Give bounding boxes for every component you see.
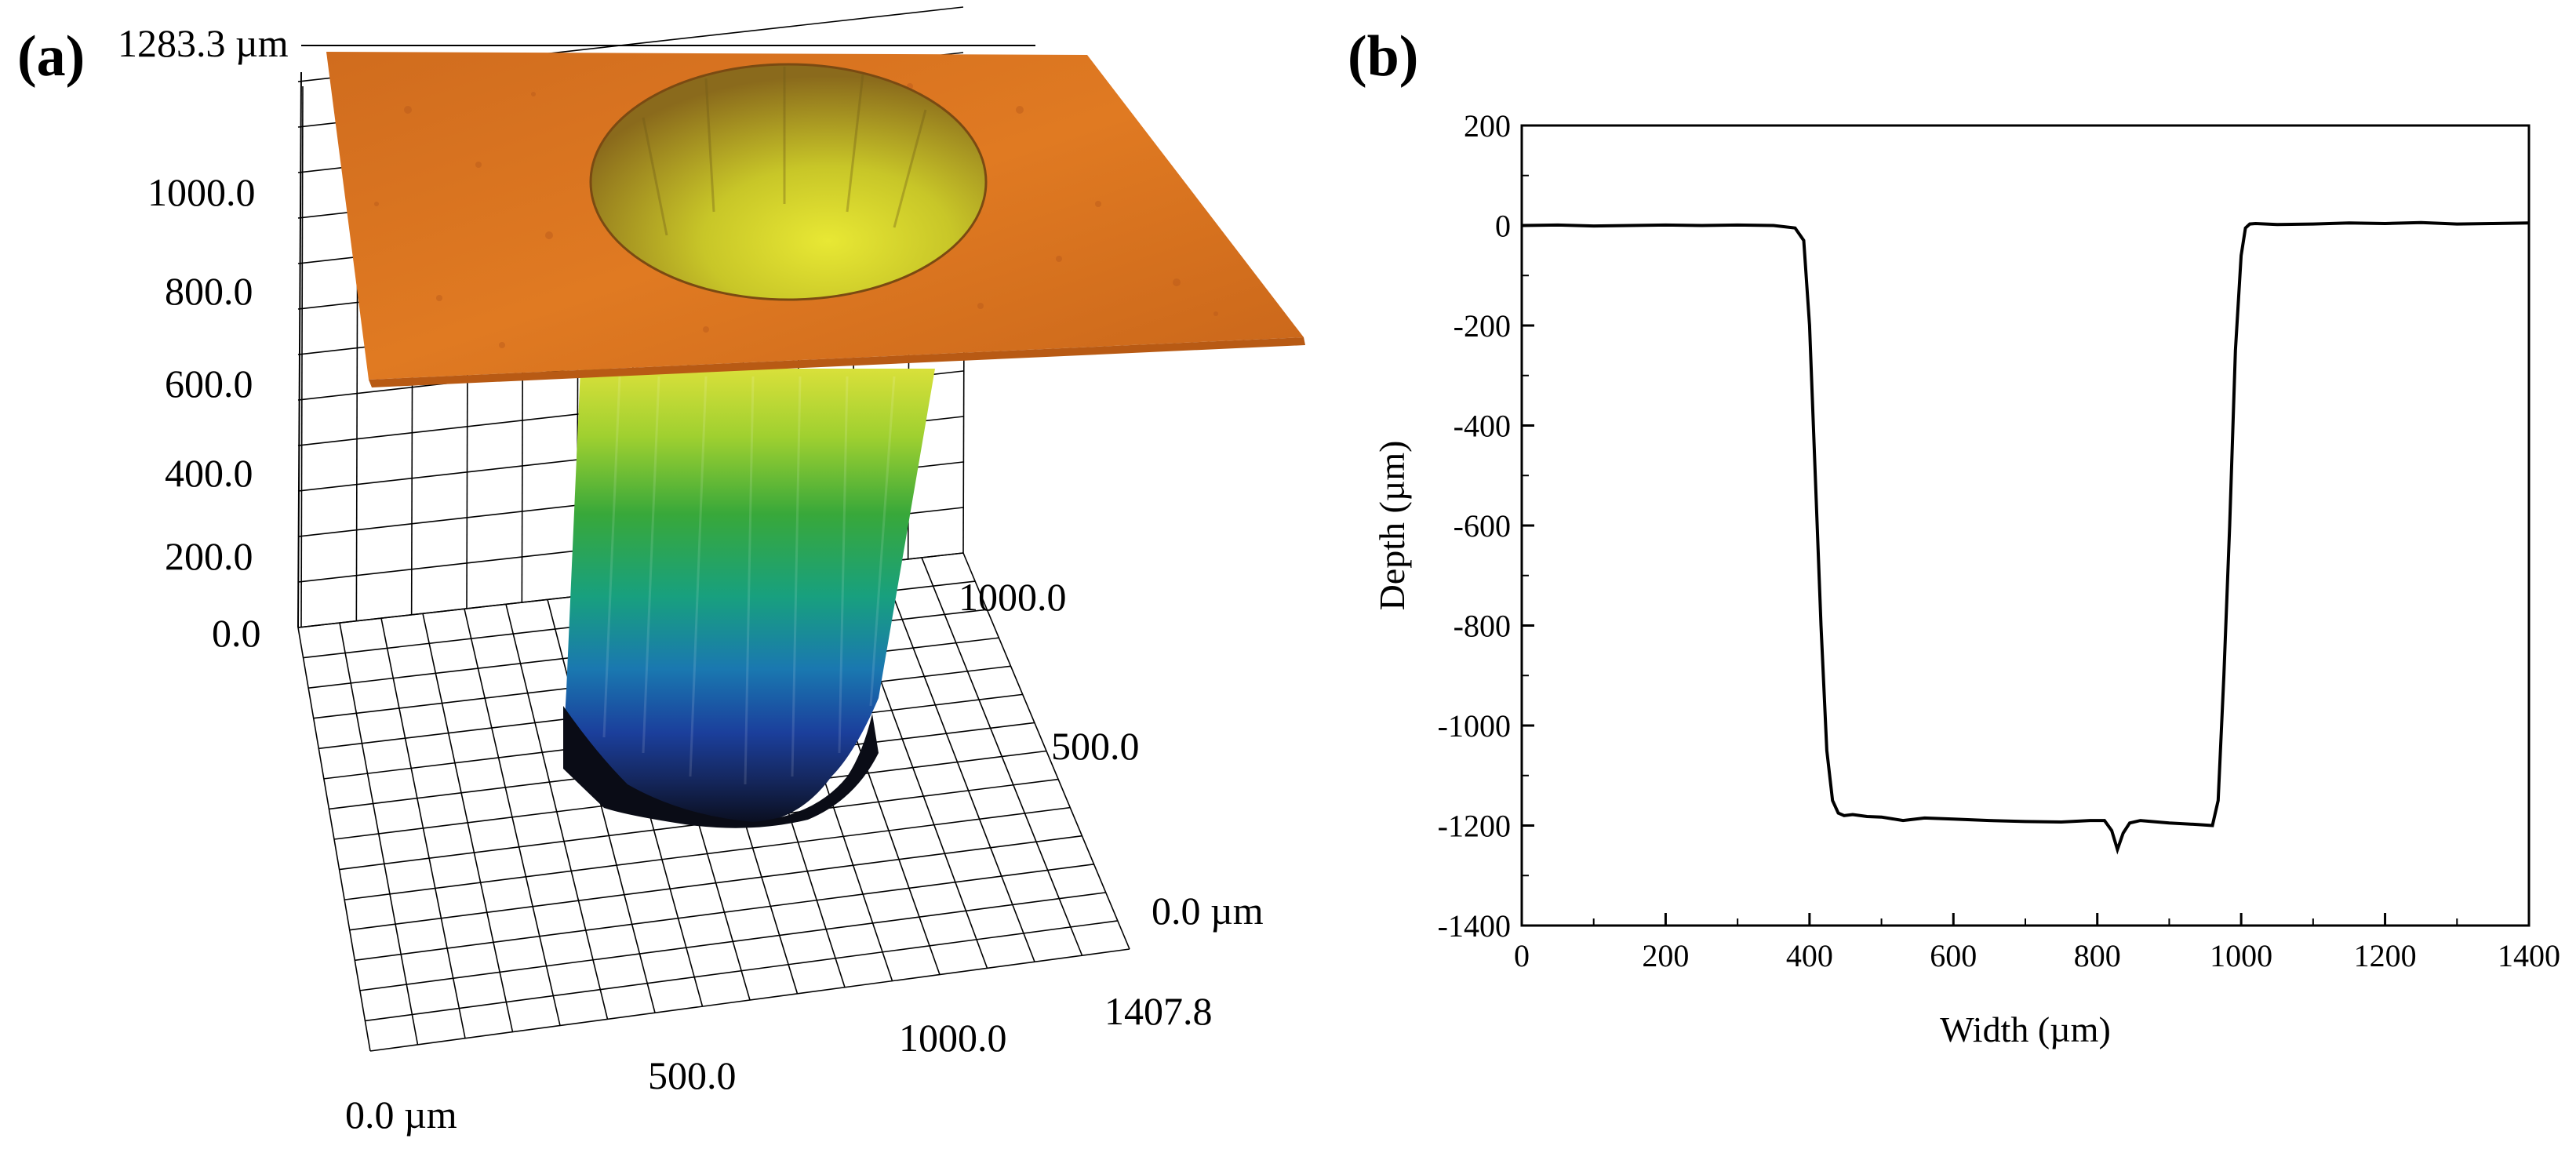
- column-streaks: [602, 376, 896, 785]
- y-tick-label: -1400: [1438, 908, 1511, 944]
- y-tick-label: 0.0 µm: [1152, 889, 1264, 933]
- hole-streaks: [642, 67, 927, 236]
- x-tick-label: 0.0 µm: [345, 1093, 457, 1137]
- top-surface-edge: [369, 337, 1305, 387]
- x-tick-label: 1407.8: [1104, 989, 1213, 1033]
- y-tick-label: 0: [1495, 209, 1511, 244]
- x-axis-title: Width (µm): [1940, 1009, 2111, 1049]
- hole-column: [563, 369, 935, 824]
- grid-line: [349, 835, 1082, 931]
- x-tick-label: 400: [1786, 938, 1833, 973]
- z-tick-label: 600.0: [165, 362, 253, 406]
- x-tick-label: 800: [2074, 938, 2121, 973]
- grid-line: [365, 920, 1118, 1022]
- y-tick-label: 1000.0: [959, 575, 1067, 619]
- y-tick-label: -200: [1454, 308, 1511, 344]
- grid-line: [369, 948, 1130, 1052]
- hole-opening: [591, 64, 986, 300]
- grid-line: [355, 863, 1094, 962]
- z-max-label: 1283.3 µm: [118, 21, 289, 65]
- z-tick-label: 1000.0: [147, 170, 256, 214]
- y-tick-label: 200: [1464, 108, 1511, 144]
- surface-3d-plot: 1283.3 µm 1000.0 800.0 600.0 400.0 200.0…: [118, 6, 1305, 1137]
- surface-texture: [374, 83, 1218, 348]
- z-axis: [297, 45, 1035, 628]
- z-tick-label: 800.0: [165, 269, 253, 313]
- y-tick-label: -400: [1454, 409, 1511, 444]
- x-tick-label: 1200: [2354, 938, 2417, 973]
- y-tick-label: -1200: [1438, 809, 1511, 844]
- panel-a-label: (a): [17, 24, 86, 89]
- y-tick-label: -600: [1454, 508, 1511, 544]
- chart-ticks: [1520, 124, 2531, 927]
- grid-line: [344, 806, 1071, 900]
- x-tick-label: 0: [1514, 938, 1530, 973]
- x-tick-label: 1000: [2210, 938, 2272, 973]
- grid-line: [300, 85, 304, 628]
- panel-b-label: (b): [1348, 24, 1419, 89]
- x-tick-label: 600: [1930, 938, 1977, 973]
- series-profile-line: [1521, 220, 2530, 855]
- column-bottom: [563, 706, 879, 828]
- z-tick-label: 400.0: [165, 451, 253, 495]
- y-tick-label: -800: [1454, 609, 1511, 644]
- x-tick-label: 200: [1642, 938, 1689, 973]
- x-tick-label: 500.0: [648, 1053, 737, 1097]
- hole-rim: [589, 63, 988, 301]
- z-tick-label: 200.0: [165, 534, 253, 578]
- x-tick-labels: 0 200 400 600 800 1000 1200 1400: [1514, 938, 2560, 973]
- y-tick-label: -1000: [1438, 708, 1511, 744]
- plot-frame: [1520, 124, 2531, 927]
- x-tick-label: 1000.0: [899, 1016, 1007, 1060]
- y-tick-label: 500.0: [1051, 724, 1140, 768]
- y-axis-title: Depth (µm): [1372, 441, 1412, 611]
- grid-line: [359, 892, 1106, 991]
- x-tick-label: 1400: [2498, 938, 2560, 973]
- y-tick-labels: 200 0 -200 -400 -600 -800 -1000 -1200 -1400: [1438, 108, 1511, 944]
- z-tick-label: 0.0: [212, 611, 261, 655]
